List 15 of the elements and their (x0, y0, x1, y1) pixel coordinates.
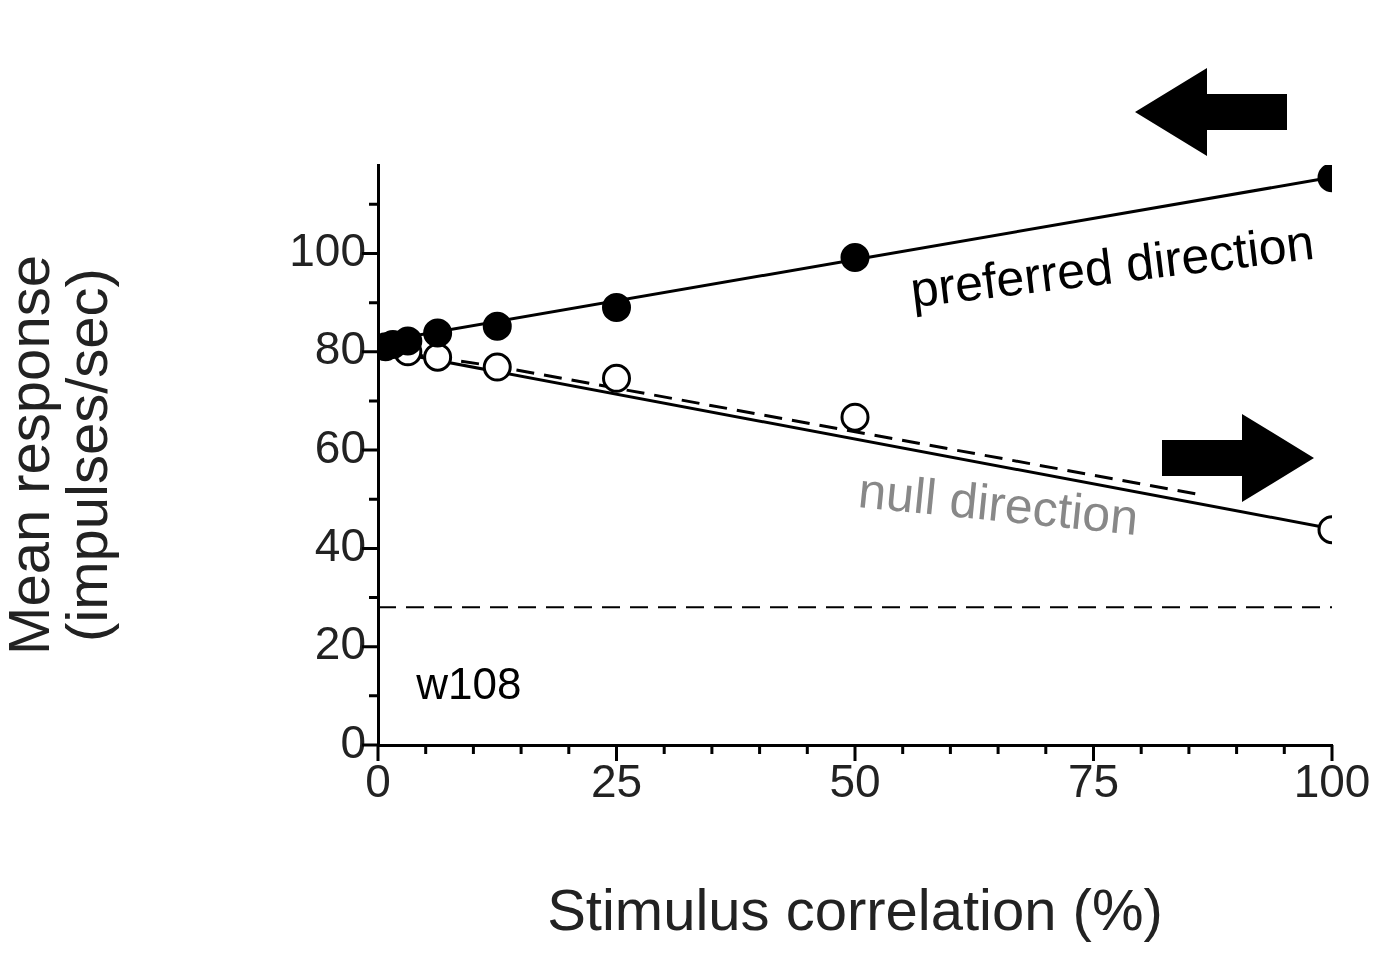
y-tick-label: 60 (314, 420, 366, 473)
y-tick-label: 100 (289, 224, 366, 277)
x-tick-label: 50 (829, 755, 881, 808)
annotation: preferred direction (907, 214, 1317, 319)
x-tick-label: 75 (1067, 755, 1120, 808)
x-tick-label: 100 (1293, 755, 1371, 808)
y-tick-label: 20 (314, 617, 366, 670)
annotation: w108 (415, 659, 522, 709)
y-tick-label: 80 (314, 322, 366, 375)
y-tick-label: 0 (340, 715, 366, 768)
y-axis-title: Mean response (impulses/sec) (0, 255, 119, 655)
x-axis-title: Stimulus correlation (%) (547, 877, 1163, 942)
x-tick-label: 25 (590, 755, 643, 808)
annotation: null direction (856, 462, 1141, 546)
y-tick-label: 40 (314, 519, 366, 572)
